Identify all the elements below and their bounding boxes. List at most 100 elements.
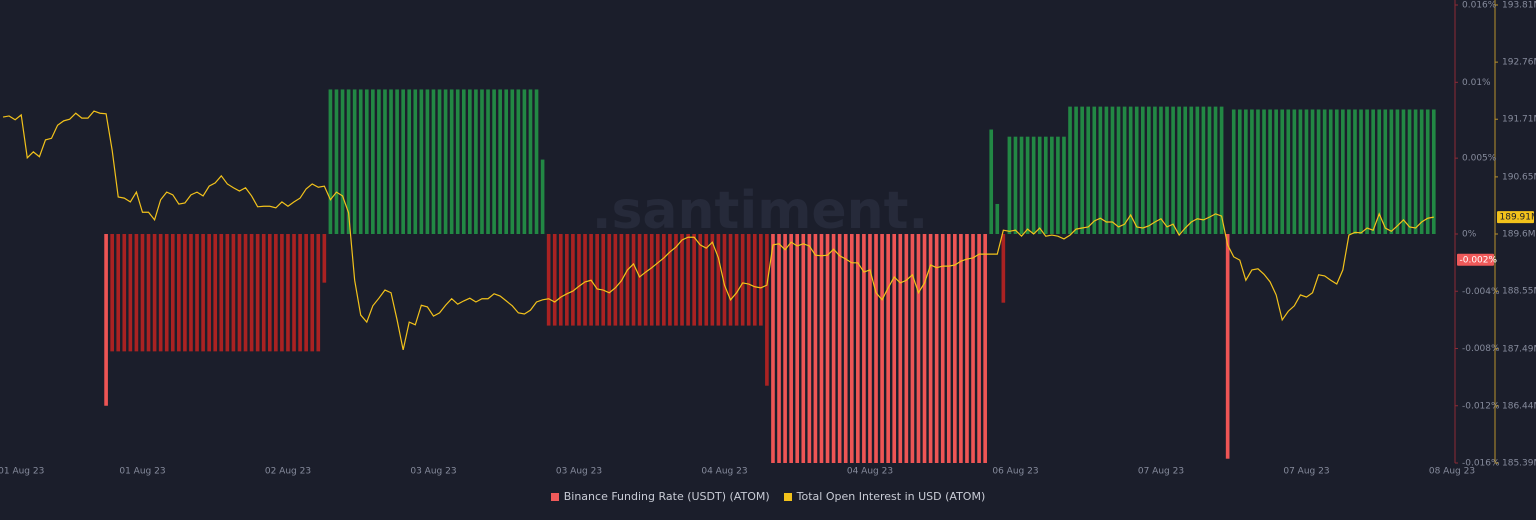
bar (819, 234, 824, 463)
x-tick-label: 04 Aug 23 (847, 467, 893, 477)
bar (286, 234, 290, 352)
bar (510, 89, 515, 234)
bar (1359, 109, 1363, 234)
bar (419, 89, 424, 234)
bar (898, 234, 903, 463)
bar (516, 89, 521, 234)
bar (1013, 136, 1018, 234)
bar (1292, 109, 1297, 234)
bar (546, 234, 551, 326)
x-tick-label: 06 Aug 23 (992, 467, 1038, 477)
last-value-badge (1457, 253, 1494, 266)
bar (801, 234, 806, 463)
bar (1298, 109, 1303, 234)
bar (340, 89, 345, 234)
bar (170, 234, 175, 352)
bar (1086, 106, 1091, 234)
bar (431, 89, 436, 234)
x-tick-label: 01 Aug 23 (119, 467, 165, 477)
bar (1177, 106, 1181, 234)
bar (249, 234, 254, 352)
bar (752, 234, 757, 326)
y2-tick-label: 187.49M (1502, 344, 1536, 354)
bar (280, 234, 284, 352)
bar (759, 234, 763, 326)
bar (449, 89, 454, 234)
bar (1316, 109, 1321, 234)
legend-item[interactable]: Binance Funding Rate (USDT) (ATOM) (550, 490, 770, 503)
bar (1147, 106, 1151, 234)
bar (1334, 109, 1339, 234)
bar (771, 234, 775, 463)
bar (601, 234, 606, 326)
bar (940, 234, 945, 463)
bar (856, 234, 860, 463)
y-tick-label: 0% (1462, 230, 1477, 240)
bar (995, 203, 1000, 234)
bar (1280, 109, 1285, 234)
y-tick-label: 0.01% (1462, 78, 1491, 88)
x-tick-label: 03 Aug 23 (556, 467, 602, 477)
bar (310, 234, 315, 352)
watermark: .santiment. (592, 181, 929, 241)
bar (953, 234, 957, 463)
bar (443, 89, 448, 234)
bar (1080, 106, 1084, 234)
bar (486, 89, 490, 234)
bar (201, 234, 205, 352)
bar (874, 234, 878, 463)
bar (231, 234, 236, 352)
bar (959, 234, 963, 463)
bar (1413, 109, 1418, 234)
bar (116, 234, 121, 352)
bar (1056, 136, 1060, 234)
bar (934, 234, 939, 463)
bar (571, 234, 575, 326)
x-tick-label: 03 Aug 23 (410, 467, 456, 477)
bar (577, 234, 581, 326)
y2-tick-label: 188.55M (1502, 287, 1536, 297)
bar (425, 89, 430, 234)
bar (655, 234, 660, 326)
bar (195, 234, 199, 352)
bar (686, 234, 690, 326)
legend-item[interactable]: Total Open Interest in USD (ATOM) (783, 490, 985, 503)
bar (643, 234, 648, 326)
x-tick-label: 01 Aug 23 (0, 467, 44, 477)
bar (177, 234, 181, 352)
bar (474, 89, 478, 234)
bar (1377, 109, 1382, 234)
bar (110, 234, 114, 352)
y2-tick-label: 192.76M (1502, 58, 1536, 68)
bar (243, 234, 248, 352)
bar (1328, 109, 1333, 234)
bar (1031, 136, 1036, 234)
bar (395, 89, 399, 234)
bar (1165, 106, 1169, 234)
bar (164, 234, 169, 352)
bar (534, 89, 539, 234)
bar (468, 89, 472, 234)
bar (789, 234, 793, 463)
bar (207, 234, 211, 352)
bar (1074, 106, 1078, 234)
y2-tick-label: 191.71M (1502, 115, 1536, 125)
bar (607, 234, 612, 326)
bar (837, 234, 842, 463)
bar (1310, 109, 1315, 234)
bar (322, 234, 327, 283)
bar (1104, 106, 1109, 234)
bar (407, 89, 412, 234)
bar (104, 234, 108, 406)
bar (698, 234, 703, 326)
bar (261, 234, 266, 352)
bar (371, 89, 375, 234)
bar (389, 89, 393, 234)
bar (910, 234, 915, 463)
bar (862, 234, 866, 463)
bar (152, 234, 157, 352)
bar (413, 89, 418, 234)
bar (255, 234, 260, 352)
bar (716, 234, 721, 326)
